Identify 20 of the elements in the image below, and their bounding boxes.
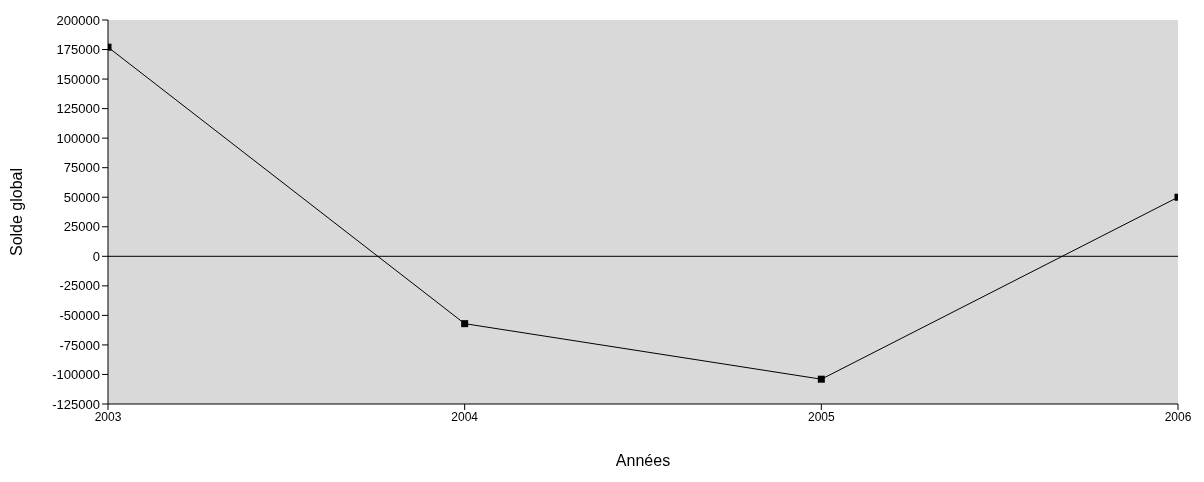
- y-tick-label: -50000: [59, 308, 100, 323]
- y-tick-label: 50000: [63, 189, 100, 205]
- y-tick-label: 100000: [56, 130, 100, 146]
- y-tick-label: 175000: [56, 42, 100, 58]
- y-tick-label: -25000: [59, 278, 100, 294]
- y-tick-label: 0: [92, 248, 100, 264]
- x-tick-label: 2004: [451, 409, 479, 424]
- y-tick-label: 200000: [56, 12, 100, 28]
- x-axis-title: Années: [615, 452, 671, 469]
- y-tick-label: -125000: [52, 396, 100, 412]
- x-tick-label: 2003: [94, 409, 122, 424]
- y-axis-title: Solde global: [7, 167, 25, 257]
- y-tick-label: -100000: [52, 367, 100, 383]
- y-tick-label: 75000: [63, 160, 100, 176]
- x-tick-label: 2005: [807, 409, 835, 424]
- y-tick-label: 25000: [63, 219, 100, 235]
- y-tick-label: 150000: [56, 71, 100, 87]
- x-tick-label: 2006: [1164, 409, 1192, 424]
- y-tick-label: -75000: [59, 337, 100, 353]
- y-tick-label: 125000: [56, 101, 100, 117]
